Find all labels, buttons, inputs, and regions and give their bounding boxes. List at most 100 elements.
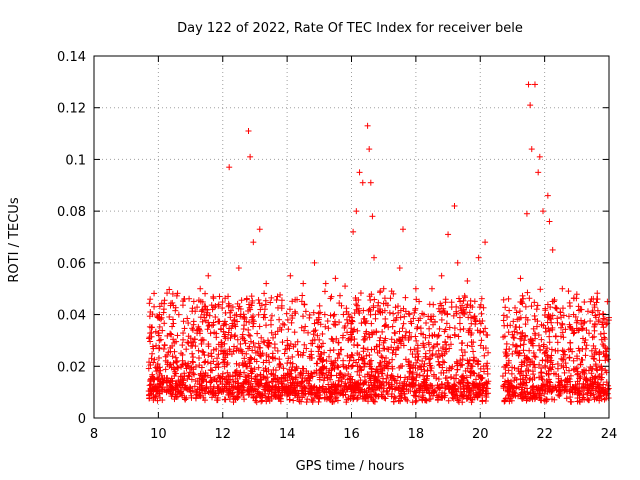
background-point — [529, 385, 536, 392]
background-point — [590, 295, 597, 302]
background-point — [276, 316, 283, 323]
background-point — [588, 365, 595, 372]
background-point — [155, 354, 162, 361]
background-point — [559, 356, 566, 363]
background-point — [596, 388, 603, 395]
background-point — [261, 290, 268, 297]
background-point — [280, 365, 287, 372]
background-point — [284, 387, 291, 394]
background-point — [396, 364, 403, 371]
background-point — [523, 379, 530, 386]
background-point — [201, 372, 208, 379]
background-point — [573, 291, 580, 298]
background-point — [199, 336, 206, 343]
background-point — [359, 357, 366, 364]
background-point — [299, 394, 306, 401]
background-point — [546, 388, 553, 395]
background-point — [575, 345, 582, 352]
background-point — [297, 369, 304, 376]
background-point — [400, 385, 407, 392]
background-point — [326, 395, 333, 402]
background-point — [471, 313, 478, 320]
background-point — [516, 308, 523, 315]
background-point — [168, 393, 175, 400]
background-point — [306, 355, 313, 362]
background-point — [358, 320, 365, 327]
background-point — [442, 392, 449, 399]
background-point — [594, 290, 601, 297]
background-point — [168, 375, 175, 382]
background-point — [250, 318, 257, 325]
background-point — [545, 370, 552, 377]
background-point — [246, 359, 253, 366]
background-point — [255, 340, 262, 347]
background-point — [557, 309, 564, 316]
background-point — [241, 369, 248, 376]
background-point — [315, 314, 322, 321]
background-point — [201, 311, 208, 318]
background-point — [388, 372, 395, 379]
background-point — [374, 349, 381, 356]
data-point — [536, 153, 543, 160]
background-point — [538, 382, 545, 389]
background-point — [335, 350, 342, 357]
x-tick-label: 20 — [472, 427, 489, 442]
data-point — [445, 231, 452, 238]
background-point — [517, 330, 524, 337]
background-point — [505, 295, 512, 302]
background-point — [395, 344, 402, 351]
background-point — [179, 342, 186, 349]
background-point — [406, 373, 413, 380]
background-point — [532, 332, 539, 339]
data-point — [464, 277, 471, 284]
background-point — [372, 315, 379, 322]
background-point — [406, 363, 413, 370]
background-point — [164, 332, 171, 339]
background-point — [257, 352, 264, 359]
background-point — [370, 387, 377, 394]
background-point — [319, 330, 326, 337]
background-point — [552, 347, 559, 354]
background-point — [348, 363, 355, 370]
background-point — [582, 345, 589, 352]
background-point — [478, 295, 485, 302]
background-point — [273, 297, 280, 304]
background-point — [323, 365, 330, 372]
background-point — [434, 341, 441, 348]
background-point — [519, 333, 526, 340]
background-point — [157, 336, 164, 343]
background-point — [272, 331, 279, 338]
background-point — [407, 318, 414, 325]
background-point — [185, 360, 192, 367]
background-point — [403, 328, 410, 335]
background-point — [381, 323, 388, 330]
background-point — [240, 392, 247, 399]
background-point — [347, 354, 354, 361]
background-point — [243, 350, 250, 357]
background-point — [597, 331, 604, 338]
data-point — [311, 259, 318, 266]
background-point — [287, 382, 294, 389]
background-point — [251, 343, 258, 350]
background-point — [591, 356, 598, 363]
background-point — [289, 375, 296, 382]
data-point — [559, 285, 566, 292]
background-point — [210, 321, 217, 328]
background-point — [478, 310, 485, 317]
background-point — [261, 384, 268, 391]
background-point — [417, 385, 424, 392]
background-point — [195, 347, 202, 354]
background-point — [231, 312, 238, 319]
background-point — [484, 365, 491, 372]
background-point — [332, 357, 339, 364]
background-point — [424, 367, 431, 374]
background-point — [240, 313, 247, 320]
background-point — [522, 303, 529, 310]
background-point — [263, 357, 270, 364]
background-point — [326, 394, 333, 401]
background-point — [147, 338, 154, 345]
background-point — [604, 356, 611, 363]
background-point — [481, 352, 488, 359]
background-point — [474, 361, 481, 368]
background-point — [248, 293, 255, 300]
